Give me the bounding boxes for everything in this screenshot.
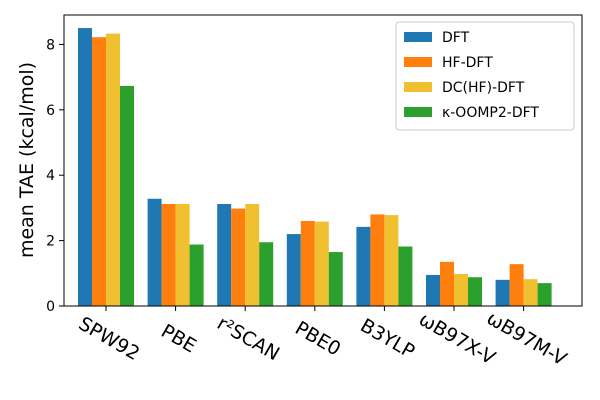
bar-HF-DFT-SPW92 (92, 37, 106, 307)
bar-DC(HF)-DFT-PBE0 (314, 221, 329, 306)
x-tick-label-ωB97M-V: ωB97M-V (483, 307, 570, 370)
y-tick-label-2: 2 (46, 234, 55, 250)
bar-HF-DFT-r²SCAN (231, 208, 246, 306)
bar-HF-DFT-B3YLP (370, 214, 385, 306)
legend-swatch-HF-DFT (404, 57, 432, 67)
legend-box (395, 21, 575, 131)
bar-DC(HF)-DFT-B3YLP (384, 215, 399, 306)
bar-κ-OOMP2-DFT-ωB97X-V (468, 277, 482, 306)
y-tick-label-6: 6 (46, 103, 55, 119)
y-tick-label-4: 4 (46, 168, 55, 184)
x-tick-label-r²SCAN: r²SCAN (213, 312, 283, 365)
bar-κ-OOMP2-DFT-PBE0 (328, 252, 343, 306)
legend-swatch-DC(HF)-DFT (404, 82, 432, 92)
legend-swatch-DFT (404, 32, 432, 42)
bar-DFT-PBE0 (286, 234, 301, 306)
bar-DFT-ωB97M-V (495, 279, 510, 306)
bar-κ-OOMP2-DFT-B3YLP (398, 246, 413, 306)
y-tick-label-8: 8 (46, 37, 55, 53)
x-tick-label-SPW92: SPW92 (75, 313, 144, 365)
bar-DFT-r²SCAN (217, 203, 232, 306)
bar-DFT-PBE (147, 198, 162, 306)
y-tick-label-0: 0 (46, 299, 55, 315)
bar-HF-DFT-PBE0 (300, 220, 315, 306)
bar-HF-DFT-ωB97X-V (440, 261, 454, 306)
bar-DFT-B3YLP (356, 226, 371, 306)
bar-κ-OOMP2-DFT-r²SCAN (259, 242, 274, 306)
bar-DC(HF)-DFT-ωB97X-V (454, 273, 468, 306)
legend-label-DFT: DFT (442, 30, 470, 46)
bar-DC(HF)-DFT-r²SCAN (245, 203, 260, 306)
y-axis-label: mean TAE (kcal/mol) (16, 62, 38, 258)
x-tick-label-ωB97X-V: ωB97X-V (415, 308, 499, 369)
bar-DFT-ωB97X-V (426, 274, 440, 306)
legend-label-DC(HF)-DFT: DC(HF)-DFT (442, 80, 525, 96)
bar-κ-OOMP2-DFT-SPW92 (120, 85, 134, 306)
bar-HF-DFT-PBE (161, 203, 176, 306)
bars-group (78, 28, 552, 307)
x-tick-label-B3YLP: B3YLP (356, 315, 418, 363)
bar-DFT-SPW92 (78, 28, 92, 307)
y-axis: 0 2 4 6 8 (46, 37, 64, 315)
bar-HF-DFT-ωB97M-V (509, 264, 524, 306)
legend-label-κ-OOMP2-DFT: κ-OOMP2-DFT (442, 105, 539, 121)
bar-κ-OOMP2-DFT-ωB97M-V (537, 283, 552, 306)
legend-swatch-κ-OOMP2-DFT (404, 107, 432, 117)
bar-DC(HF)-DFT-ωB97M-V (523, 279, 538, 306)
legend: DFT HF-DFT DC(HF)-DFT κ-OOMP2-DFT (395, 21, 575, 131)
x-tick-label-PBE0: PBE0 (291, 317, 344, 360)
bar-κ-OOMP2-DFT-PBE (189, 244, 204, 306)
plot-frame (63, 14, 583, 307)
x-tick-label-PBE: PBE (157, 320, 200, 357)
legend-label-HF-DFT: HF-DFT (442, 55, 493, 71)
bar-DC(HF)-DFT-PBE (175, 203, 190, 306)
bar-DC(HF)-DFT-SPW92 (106, 33, 120, 306)
